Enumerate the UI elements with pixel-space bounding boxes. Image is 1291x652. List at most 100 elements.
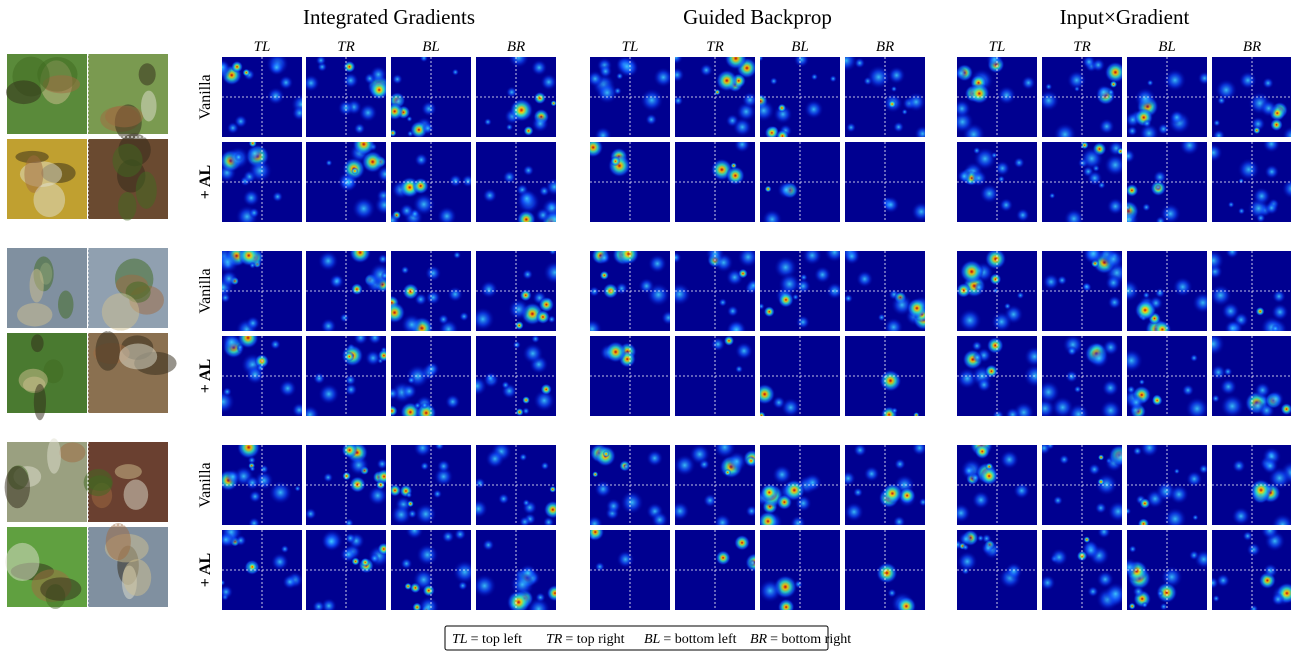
blob: [506, 86, 518, 98]
blob: [758, 303, 765, 310]
saliency-map: [835, 50, 931, 143]
blob: [992, 410, 1004, 422]
blob: [1253, 127, 1260, 134]
blob: [1134, 88, 1156, 110]
blob: [426, 290, 441, 305]
blob: [742, 92, 758, 108]
blob: [1139, 498, 1150, 509]
blob: [1182, 384, 1194, 396]
blob: [824, 242, 844, 262]
saliency-map: [669, 47, 758, 137]
blob: [1099, 118, 1115, 134]
blob: [760, 484, 778, 502]
blob: [256, 364, 265, 373]
blob: [1095, 473, 1118, 496]
column-label: TL: [622, 39, 639, 55]
blob: [442, 530, 455, 543]
saliency-map: [218, 436, 302, 530]
blob: [386, 103, 404, 121]
blob: [292, 403, 307, 418]
blob: [1087, 586, 1098, 597]
saliency-map: [586, 444, 670, 532]
blob: [645, 114, 657, 126]
blob: [534, 92, 546, 104]
blob: [734, 535, 750, 551]
blob: [531, 60, 547, 76]
blob: [435, 441, 445, 451]
blob: [523, 165, 534, 176]
blob: [540, 74, 557, 91]
blob: [738, 269, 748, 279]
blob: [778, 599, 795, 616]
blob: [1160, 203, 1181, 224]
blob: [234, 153, 243, 162]
blob: [237, 436, 261, 460]
blob: [1135, 300, 1156, 321]
blob: [589, 286, 600, 297]
blob: [406, 492, 413, 499]
blob: [1265, 201, 1279, 215]
saliency-map: [845, 336, 925, 423]
blob: [547, 585, 563, 601]
blob: [392, 74, 403, 85]
legend-key: BR: [750, 632, 768, 647]
blob: [238, 245, 260, 267]
saliency-map: [953, 530, 1037, 610]
blob: [747, 279, 761, 293]
blob: [510, 98, 534, 122]
blob: [972, 491, 990, 509]
blob: [993, 288, 999, 294]
blob: [716, 70, 738, 92]
blob: [778, 273, 800, 295]
column-label: TL: [254, 39, 271, 55]
blob: [1120, 349, 1143, 372]
blob: [1057, 275, 1067, 285]
blob: [323, 472, 333, 482]
blob: [725, 47, 747, 69]
blob: [975, 444, 990, 459]
blob: [1129, 603, 1136, 610]
blob: [1142, 602, 1148, 608]
blob: [522, 343, 543, 364]
blob: [888, 589, 897, 598]
blob: [1185, 397, 1208, 420]
blob: [401, 384, 417, 400]
saliency-map: [218, 521, 303, 610]
blob: [758, 511, 778, 531]
blob: [1160, 603, 1168, 611]
blob: [969, 83, 990, 104]
saliency-map: [675, 530, 764, 610]
saliency-map: [471, 247, 567, 331]
blob: [700, 64, 713, 77]
photo-detail: [124, 480, 149, 510]
saliency-map: [1120, 336, 1209, 420]
blob: [453, 560, 477, 584]
blob: [985, 248, 1006, 269]
blob: [415, 503, 437, 525]
blob: [1142, 203, 1151, 212]
blob: [248, 159, 272, 183]
blob: [758, 412, 766, 420]
blob: [300, 405, 319, 424]
saliency-map: [951, 433, 1037, 525]
blob: [483, 188, 497, 202]
blob: [1139, 379, 1145, 385]
blob: [756, 54, 763, 61]
photo-detail: [5, 466, 30, 508]
blob: [219, 579, 225, 585]
blob: [1091, 58, 1105, 72]
photo-detail: [5, 543, 39, 581]
column-label: BL: [791, 39, 809, 55]
blob: [305, 508, 317, 520]
saliency-map: [1125, 57, 1212, 143]
saliency-map: [758, 530, 840, 616]
legend-item: BR= bottom right: [750, 632, 851, 647]
blob: [271, 553, 289, 571]
photo-detail: [105, 105, 143, 127]
blob: [401, 266, 410, 275]
blob: [884, 318, 903, 337]
blob: [1043, 273, 1060, 290]
blob: [245, 475, 260, 490]
blob: [640, 88, 663, 111]
blob: [1232, 459, 1245, 472]
